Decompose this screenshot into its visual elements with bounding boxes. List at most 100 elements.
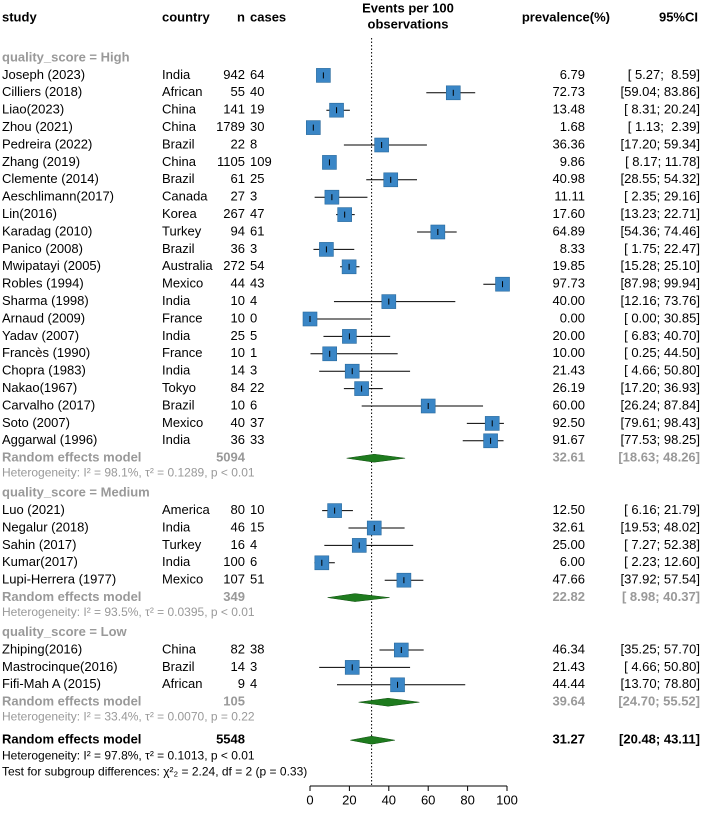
study-name: Liao(2023) xyxy=(2,102,64,117)
heterogeneity: Heterogeneity: I² = 98.1%, τ² = 0.1289, … xyxy=(2,465,255,479)
prevalence: 20.00 xyxy=(552,328,585,343)
summary-n: 5548 xyxy=(216,732,245,747)
study-name: Clemente (2014) xyxy=(2,171,99,186)
study-name: Nakao(1967) xyxy=(2,380,77,395)
country: Korea xyxy=(162,206,197,221)
ci-label: [17.20; 36.93] xyxy=(620,380,700,395)
prevalence: 17.60 xyxy=(552,206,585,221)
ci-label: [87.98; 99.94] xyxy=(620,276,700,291)
ci-label: [ 4.66; 50.80] xyxy=(624,659,700,674)
sample-size: 942 xyxy=(223,67,245,82)
study-name: Pedreira (2022) xyxy=(2,136,92,151)
study-name: Panico (2008) xyxy=(2,241,83,256)
country: Mexico xyxy=(162,276,203,291)
study-name: Luo (2021) xyxy=(2,502,65,517)
summary-label: Random effects model xyxy=(2,589,141,604)
sample-size: 10 xyxy=(231,293,245,308)
ci-label: [ 0.25; 44.50] xyxy=(624,345,700,360)
study-name: Sahin (2017) xyxy=(2,537,76,552)
prevalence: 10.00 xyxy=(552,345,585,360)
study-name: Lin(2016) xyxy=(2,206,57,221)
country: India xyxy=(162,328,191,343)
sample-size: 44 xyxy=(231,276,245,291)
cases: 47 xyxy=(250,206,264,221)
summary-label: Random effects model xyxy=(2,732,141,747)
prevalence: 92.50 xyxy=(552,415,585,430)
summary-prevalence: 31.27 xyxy=(552,732,585,747)
country: Turkey xyxy=(162,537,202,552)
x-tick-label: 40 xyxy=(382,792,396,807)
prevalence: 40.98 xyxy=(552,171,585,186)
cases: 64 xyxy=(250,67,264,82)
column-header: study xyxy=(2,9,37,24)
study-name: Arnaud (2009) xyxy=(2,310,85,325)
subgroup-test: Test for subgroup differences: χ²₂ = 2.2… xyxy=(2,764,307,778)
country: India xyxy=(162,519,191,534)
study-name: Sharma (1998) xyxy=(2,293,89,308)
cases: 0 xyxy=(250,310,257,325)
ci-label: [ 8.17; 11.78] xyxy=(625,154,700,169)
sample-size: 84 xyxy=(231,380,245,395)
sample-size: 94 xyxy=(231,223,245,238)
study-name: Aeschlimann(2017) xyxy=(2,189,114,204)
summary-ci: [ 8.98; 40.37] xyxy=(622,589,700,604)
cases: 4 xyxy=(250,676,257,691)
column-header: n xyxy=(237,9,245,24)
prevalence: 72.73 xyxy=(552,84,585,99)
sample-size: 36 xyxy=(231,241,245,256)
study-name: Karadag (2010) xyxy=(2,223,92,238)
study-name: Mwipatayi (2005) xyxy=(2,258,101,273)
x-tick-label: 80 xyxy=(460,792,474,807)
prevalence: 19.85 xyxy=(552,258,585,273)
prevalence: 97.73 xyxy=(552,276,585,291)
country: Australia xyxy=(162,258,213,273)
summary-n: 349 xyxy=(223,589,245,604)
sample-size: 14 xyxy=(231,363,245,378)
sample-size: 10 xyxy=(231,397,245,412)
prevalence: 0.00 xyxy=(560,310,585,325)
study-name: Aggarwal (1996) xyxy=(2,432,97,447)
sample-size: 82 xyxy=(231,641,245,656)
country: Brazil xyxy=(162,171,195,186)
prevalence: 11.11 xyxy=(554,189,585,204)
sample-size: 16 xyxy=(231,537,245,552)
cases: 5 xyxy=(250,328,257,343)
cases: 37 xyxy=(250,415,264,430)
prevalence: 12.50 xyxy=(552,502,585,517)
country: India xyxy=(162,554,191,569)
prevalence: 1.68 xyxy=(560,119,585,134)
country: America xyxy=(162,502,210,517)
cases: 6 xyxy=(250,554,257,569)
column-header: prevalence(%) xyxy=(522,9,610,24)
country: Tokyo xyxy=(162,380,196,395)
country: France xyxy=(162,345,202,360)
ci-label: [19.53; 48.02] xyxy=(620,519,700,534)
sample-size: 22 xyxy=(231,136,245,151)
ci-label: [13.23; 22.71] xyxy=(620,206,700,221)
cases: 25 xyxy=(250,171,264,186)
cases: 3 xyxy=(250,241,257,256)
axis-title: Events per 100 xyxy=(362,0,454,15)
cases: 8 xyxy=(250,136,257,151)
country: China xyxy=(162,641,197,656)
country: African xyxy=(162,676,202,691)
summary-n: 5094 xyxy=(216,450,246,465)
prevalence: 60.00 xyxy=(552,397,585,412)
study-name: Mastrocinque(2016) xyxy=(2,659,118,674)
prevalence: 21.43 xyxy=(552,363,585,378)
subgroup-label: quality_score = High xyxy=(2,49,130,64)
study-name: Lupi-Herrera (1977) xyxy=(2,572,116,587)
cases: 43 xyxy=(250,276,264,291)
ci-label: [ 1.75; 22.47] xyxy=(624,241,700,256)
ci-label: [ 6.16; 21.79] xyxy=(624,502,700,517)
summary-ci: [20.48; 43.11] xyxy=(619,732,700,747)
ci-label: [ 2.23; 12.60] xyxy=(624,554,700,569)
sample-size: 14 xyxy=(231,659,245,674)
ci-label: [ 5.27; 8.59] xyxy=(628,67,700,82)
country: Brazil xyxy=(162,136,195,151)
country: China xyxy=(162,154,197,169)
sample-size: 46 xyxy=(231,519,245,534)
heterogeneity: Heterogeneity: I² = 93.5%, τ² = 0.0395, … xyxy=(2,605,255,619)
cases: 109 xyxy=(250,154,272,169)
summary-diamond xyxy=(350,735,395,745)
